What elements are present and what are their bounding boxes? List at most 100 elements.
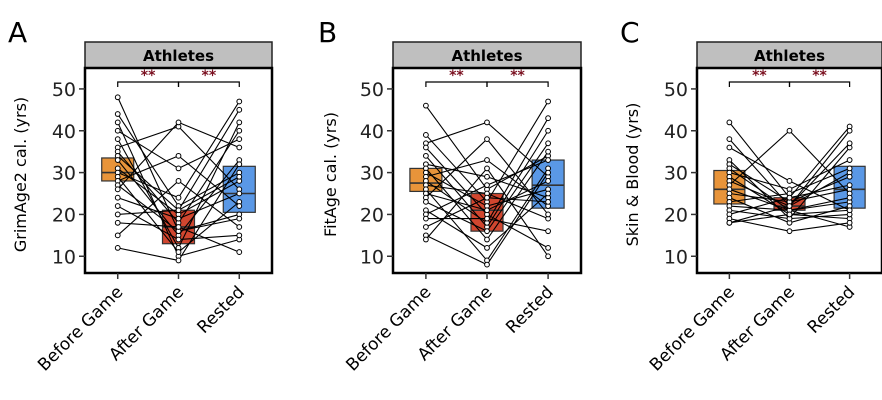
y-tick-label: 40 [664,121,688,143]
data-point [484,136,490,143]
significance-stars: ** [812,68,827,84]
data-point [423,152,429,159]
y-axis-label: Skin & Blood (yrs) [623,103,642,247]
data-point [114,211,121,218]
data-point [114,203,121,209]
data-point [175,215,182,222]
data-point [846,140,853,147]
y-tick-label: 30 [664,163,688,185]
strip-header [392,41,582,69]
y-tick-label: 50 [664,79,688,101]
data-point [423,215,429,222]
data-point [114,186,121,193]
significance-stars: ** [510,68,525,84]
data-point [545,190,551,197]
data-point [545,157,551,163]
data-point [236,119,243,126]
data-point [484,244,490,251]
data-point [423,132,429,138]
data-point [236,106,243,113]
x-category-label: Before Game [34,282,127,375]
data-point [545,148,551,155]
data-point [846,165,853,172]
data-point [423,236,429,243]
data-point [484,119,490,126]
data-point [236,144,243,151]
data-point [236,98,243,105]
data-point [484,194,490,201]
panel-letter: B [318,16,337,49]
data-point [236,224,243,230]
data-point [236,232,243,239]
y-tick-label: 20 [360,204,384,226]
strip-title: Athletes [451,47,522,65]
y-tick-label: 40 [360,121,384,143]
data-point [786,178,793,184]
strip-title: Athletes [143,47,214,65]
x-category-label: Rested [193,282,248,337]
data-point [236,203,243,209]
data-point [484,165,490,172]
data-point [175,119,182,126]
data-point [545,169,551,176]
data-point [114,232,121,239]
y-axis-label: GrimAge2 cal. (yrs) [11,97,30,252]
panel-b: B Athletes 10 20 30 40 50 FitAge cal. (yrs) ** **… [318,16,583,375]
panel-letter: A [8,16,27,49]
y-tick-label: 20 [664,204,688,226]
significance-stars: ** [141,68,156,84]
data-point [545,253,551,260]
y-tick-label: 30 [360,163,384,185]
data-point [236,136,243,143]
data-point [484,261,490,268]
data-point [545,198,551,205]
y-tick-label: 40 [52,121,76,143]
data-point [726,136,733,143]
significance-bracket [486,81,549,87]
data-point [114,244,121,251]
data-point [484,236,490,243]
data-point [114,111,121,117]
data-point [114,219,121,226]
data-point [484,157,490,163]
data-point [846,194,853,201]
data-point [423,102,429,109]
significance-bracket [788,81,851,87]
data-point [114,136,121,143]
data-point [236,215,243,222]
data-point [786,203,793,209]
strip-header [84,41,273,69]
data-point [786,211,793,218]
data-point [545,178,551,184]
y-tick-label: 50 [360,79,384,101]
x-category-label: Rested [502,282,557,337]
data-point [236,190,243,197]
y-tick-label: 20 [52,204,76,226]
data-point [236,173,243,180]
significance-bracket [177,81,240,87]
panel-letter: C [620,16,640,49]
y-tick-label: 50 [52,79,76,101]
strip-title: Athletes [754,47,825,65]
significance-stars: ** [752,68,767,84]
data-point [236,127,243,134]
significance-stars: ** [449,68,464,84]
data-point [846,182,853,189]
data-point [726,119,733,126]
data-point [846,207,853,214]
data-point [175,194,182,201]
data-point [545,127,551,134]
data-point [786,127,793,134]
data-point [726,219,733,226]
data-point [423,144,429,151]
data-point [114,119,121,126]
data-point [846,157,853,163]
data-point [175,207,182,214]
data-point [846,127,853,134]
x-category-label: Before Game [342,282,435,375]
data-point [484,173,490,180]
strip-header [696,41,882,69]
data-point [175,249,182,255]
panel-a: A Athletes 10 20 30 40 50 GrimAge2 cal. (yrs) **… [8,16,274,375]
